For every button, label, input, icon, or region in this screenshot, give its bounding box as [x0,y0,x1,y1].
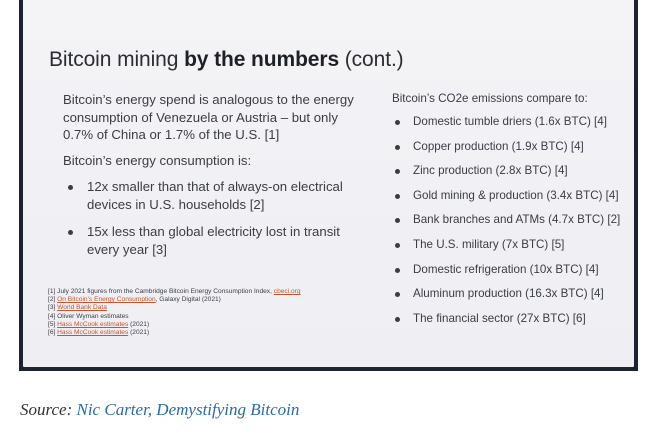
list-item: Domestic tumble driers (1.6x BTC) [4] [392,115,632,140]
slide-frame: Bitcoin mining by the numbers (cont.) Bi… [19,0,638,371]
footnote-text: (2021) [128,320,150,328]
energy-consumption-heading: Bitcoin’s energy consumption is: [63,152,252,168]
footnote-link[interactable]: On Bitcoin’s Energy Consumption [57,296,156,304]
footnote: [4] Oliver Wyman estimates [48,313,301,321]
footnote: [3] World Bank Data [48,304,301,312]
left-column: Bitcoin’s energy spend is analogous to t… [63,91,363,268]
list-item: Zinc production (2.8x BTC) [4] [392,164,632,189]
title-suffix: (cont.) [339,48,404,71]
list-item: Copper production (1.9x BTC) [4] [392,140,632,165]
footnote: [1] July 2021 figures from the Cambridge… [48,288,301,296]
footnote-link[interactable]: Hass McCook estimates [57,320,129,328]
list-item: Domestic refrigeration (10x BTC) [4] [392,263,632,288]
list-item: Bank branches and ATMs (4.7x BTC) [2] [392,213,632,238]
energy-comparison-list: 12x smaller than that of always-on elect… [63,178,363,258]
footnote: [5] Hass McCook estimates (2021) [48,321,301,329]
footnote-text: [2] [48,296,58,304]
list-item: The financial sector (27x BTC) [6] [392,312,632,337]
list-item: 15x less than global electricity lost in… [63,223,363,258]
title-regular: Bitcoin mining [49,48,185,71]
emissions-heading: Bitcoin’s CO2e emissions compare to: [392,92,588,105]
list-item: Gold mining & production (3.4x BTC) [4] [392,189,632,214]
footnote-text: [1] July 2021 figures from the Cambridge… [48,288,274,295]
source-label: Source: [20,400,77,419]
footnotes: [1] July 2021 figures from the Cambridge… [48,288,301,337]
footnote-text: [3] [48,304,58,312]
footnote-text: [4] Oliver Wyman estimates [48,312,129,320]
source-caption: Source: Nic Carter, Demystifying Bitcoin [20,400,299,420]
list-item: The U.S. military (7x BTC) [5] [392,238,632,263]
emissions-comparison-list: Domestic tumble driers (1.6x BTC) [4] Co… [392,115,632,336]
footnote-text: (2021) [128,329,150,337]
title-bold: by the numbers [184,48,340,71]
source-link[interactable]: Nic Carter, Demystifying Bitcoin [76,400,300,419]
footnote: [2] On Bitcoin’s Energy Consumption, Gal… [48,296,301,304]
footnote-text: [5] [48,320,58,328]
footnote-text: , Galaxy Digital (2021) [155,296,221,304]
footnote: [6] Hass McCook estimates (2021) [48,329,301,337]
energy-analogy-text: Bitcoin’s energy spend is analogous to t… [63,92,354,142]
footnote-link[interactable]: World Bank Data [57,304,107,312]
slide: Bitcoin mining by the numbers (cont.) Bi… [23,0,634,367]
footnote-link[interactable]: Hass McCook estimates [57,329,129,337]
slide-title: Bitcoin mining by the numbers (cont.) [49,48,404,72]
footnote-text: [6] [48,329,58,337]
list-item: Aluminum production (16.3x BTC) [4] [392,287,632,312]
list-item: 12x smaller than that of always-on elect… [63,178,363,213]
footnote-link[interactable]: cbeci.org [273,288,301,295]
right-column: Bitcoin’s CO2e emissions compare to: Dom… [392,92,632,336]
